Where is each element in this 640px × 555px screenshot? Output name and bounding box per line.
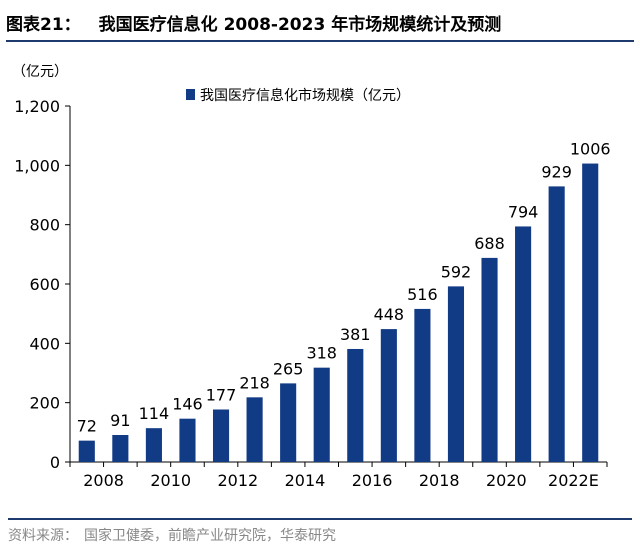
legend-swatch bbox=[186, 89, 195, 100]
y-tick-label: 400 bbox=[29, 334, 60, 353]
bar bbox=[313, 367, 330, 462]
bar bbox=[179, 418, 196, 462]
x-tick-label: 2008 bbox=[83, 471, 124, 490]
x-tick-label: 2018 bbox=[419, 471, 460, 490]
y-tick-label: 600 bbox=[29, 275, 60, 294]
data-label: 265 bbox=[273, 359, 304, 378]
data-label: 516 bbox=[407, 285, 438, 304]
chart-title: 我国医疗信息化 2008-2023 年市场规模统计及预测 bbox=[98, 14, 502, 35]
y-tick-label: 200 bbox=[29, 394, 60, 413]
y-tick-label: 1,000 bbox=[14, 156, 60, 175]
bar bbox=[112, 435, 129, 462]
data-label: 448 bbox=[374, 305, 405, 324]
data-label: 146 bbox=[172, 395, 203, 414]
data-label: 91 bbox=[110, 411, 130, 430]
data-label: 929 bbox=[541, 162, 572, 181]
bar-chart: （亿元） 0 200 400 600 800 1,000 1,200 72 2008 91 114 20… bbox=[12, 64, 611, 490]
y-axis-label: （亿元） bbox=[12, 64, 68, 80]
data-label: 381 bbox=[340, 325, 371, 344]
x-tick-label: 2010 bbox=[150, 471, 191, 490]
data-label: 218 bbox=[239, 373, 270, 392]
data-label: 177 bbox=[206, 385, 237, 404]
bar bbox=[280, 383, 297, 462]
x-tick-label: 2020 bbox=[486, 471, 527, 490]
bar bbox=[246, 397, 263, 462]
data-label: 688 bbox=[474, 234, 505, 253]
figure-number: 图表21： bbox=[6, 14, 81, 35]
bar bbox=[447, 286, 465, 462]
bar bbox=[414, 308, 431, 462]
source-label: 资料来源： bbox=[8, 528, 78, 544]
data-label: 72 bbox=[77, 417, 97, 436]
legend-label: 我国医疗信息化市场规模（亿元） bbox=[200, 87, 410, 104]
y-tick-label: 0 bbox=[50, 453, 60, 472]
y-tick-label: 1,200 bbox=[14, 97, 60, 116]
bar bbox=[78, 440, 95, 462]
bar bbox=[380, 329, 397, 462]
source-text: 国家卫健委，前瞻产业研究院，华泰研究 bbox=[84, 528, 336, 544]
bar bbox=[212, 409, 230, 462]
source-note: 资料来源： 国家卫健委，前瞻产业研究院，华泰研究 bbox=[8, 518, 632, 550]
y-tick-label: 800 bbox=[29, 216, 60, 235]
bar bbox=[347, 348, 364, 462]
data-label: 1006 bbox=[570, 140, 611, 159]
bar bbox=[145, 428, 162, 462]
data-label: 794 bbox=[508, 202, 539, 221]
x-tick-label: 2012 bbox=[217, 471, 258, 490]
data-label: 114 bbox=[139, 404, 170, 423]
data-label: 318 bbox=[306, 344, 337, 363]
data-label: 592 bbox=[441, 262, 472, 281]
figure-header: 图表21： 我国医疗信息化 2008-2023 年市场规模统计及预测 bbox=[6, 4, 634, 42]
x-tick-label: 2016 bbox=[352, 471, 393, 490]
x-tick-label: 2014 bbox=[285, 471, 326, 490]
bar bbox=[481, 257, 498, 462]
bar bbox=[515, 226, 532, 462]
x-tick-label: 2022E bbox=[548, 471, 599, 490]
bar bbox=[548, 186, 565, 462]
bar bbox=[582, 163, 599, 462]
